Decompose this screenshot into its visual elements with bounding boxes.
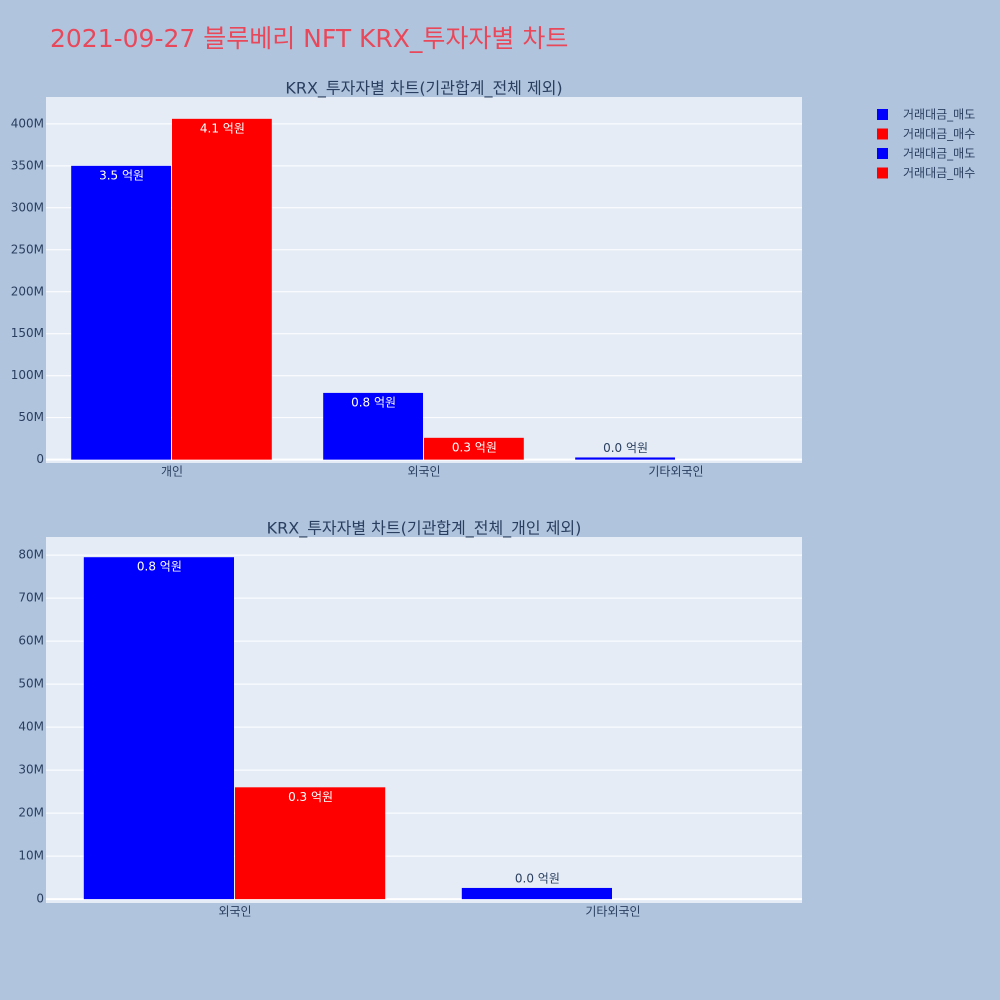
legend-swatch <box>877 148 888 159</box>
chart-title: KRX_투자자별 차트(기관합계_전체_개인 제외) <box>267 519 582 539</box>
page-title: 2021-09-27 블루베리 NFT KRX_투자자별 차트 <box>50 24 568 53</box>
y-tick-label: 300M <box>11 200 44 214</box>
legend-swatch <box>877 128 888 140</box>
value-label: 0.8 억원 <box>137 560 182 574</box>
bar <box>424 437 524 460</box>
y-tick-label: 60M <box>18 634 44 648</box>
bar <box>575 457 675 460</box>
bar <box>83 557 234 900</box>
y-tick-label: 10M <box>18 849 44 863</box>
legend-label: 거래대금_매수 <box>903 127 975 141</box>
y-tick-label: 150M <box>11 326 44 340</box>
y-tick-label: 0 <box>36 452 44 466</box>
legend-swatch <box>877 167 888 179</box>
value-label: 0.0 억원 <box>515 871 560 885</box>
y-tick-label: 40M <box>18 720 44 734</box>
value-label: 0.3 억원 <box>288 790 333 804</box>
y-tick-label: 350M <box>11 158 44 172</box>
legend-swatch <box>877 109 888 120</box>
chart-title: KRX_투자자별 차트(기관합계_전체 제외) <box>285 79 562 99</box>
value-label: 4.1 억원 <box>200 121 245 135</box>
bar <box>71 165 171 460</box>
legend-label: 거래대금_매도 <box>903 147 975 161</box>
y-tick-label: 50M <box>18 410 44 424</box>
y-tick-label: 30M <box>18 763 44 777</box>
y-tick-label: 200M <box>11 284 44 298</box>
y-tick-label: 250M <box>11 242 44 256</box>
x-tick-label: 외국인 <box>218 905 251 919</box>
y-tick-label: 100M <box>11 368 44 382</box>
y-tick-label: 400M <box>11 116 44 130</box>
bar <box>172 118 272 460</box>
y-tick-label: 80M <box>18 548 44 562</box>
value-label: 0.0 억원 <box>603 441 648 455</box>
value-label: 0.8 억원 <box>351 395 396 409</box>
legend-label: 거래대금_매도 <box>903 108 975 122</box>
y-tick-label: 70M <box>18 591 44 605</box>
value-label: 0.3 억원 <box>452 440 497 454</box>
bar <box>235 787 386 900</box>
x-tick-label: 외국인 <box>407 465 440 479</box>
legend-label: 거래대금_매수 <box>903 166 975 180</box>
y-tick-label: 0 <box>36 892 44 906</box>
y-tick-label: 20M <box>18 806 44 820</box>
y-tick-label: 50M <box>18 677 44 691</box>
x-tick-label: 기타외국인 <box>648 465 703 479</box>
value-label: 3.5 억원 <box>99 168 144 182</box>
bar <box>323 392 423 460</box>
x-tick-label: 기타외국인 <box>585 905 640 919</box>
x-tick-label: 개인 <box>161 465 183 479</box>
bar <box>461 887 612 900</box>
